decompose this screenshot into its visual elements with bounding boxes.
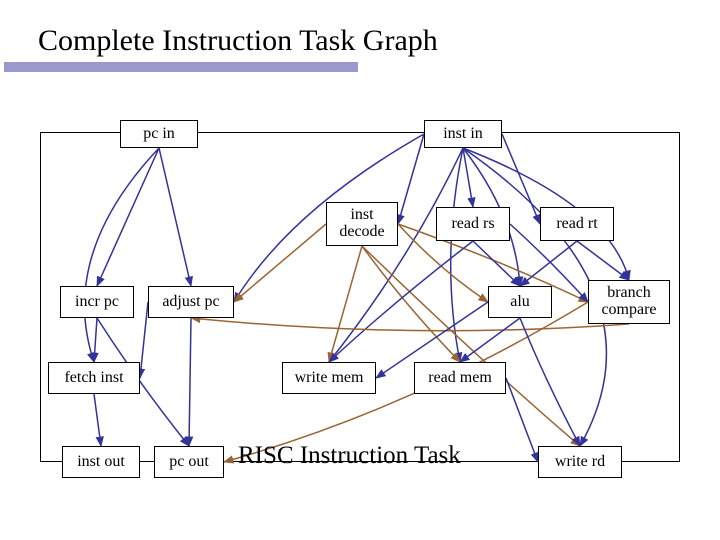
node-pc-in: pc in (120, 120, 198, 148)
node-read-rt: read rt (540, 207, 614, 241)
node-pc-out: pc out (154, 446, 224, 478)
node-branch-cmp: branchcompare (588, 280, 670, 324)
diagram-border (40, 132, 680, 462)
node-write-rd: write rd (538, 446, 622, 478)
node-adjust-pc: adjust pc (148, 286, 234, 318)
page-title: Complete Instruction Task Graph (38, 24, 438, 58)
node-read-mem: read mem (414, 362, 506, 394)
node-fetch-inst: fetch inst (48, 362, 140, 394)
task-graph-diagram: pc in inst in instdecode read rs read rt incr… (40, 120, 680, 480)
node-incr-pc: incr pc (60, 286, 134, 318)
title-underline (4, 62, 358, 72)
node-inst-in: inst in (424, 120, 502, 148)
node-write-mem: write mem (282, 362, 376, 394)
node-inst-out: inst out (62, 446, 140, 478)
diagram-caption: RISC Instruction Task (238, 442, 461, 470)
node-alu: alu (488, 286, 552, 318)
node-inst-decode: instdecode (326, 202, 398, 246)
node-read-rs: read rs (436, 207, 510, 241)
